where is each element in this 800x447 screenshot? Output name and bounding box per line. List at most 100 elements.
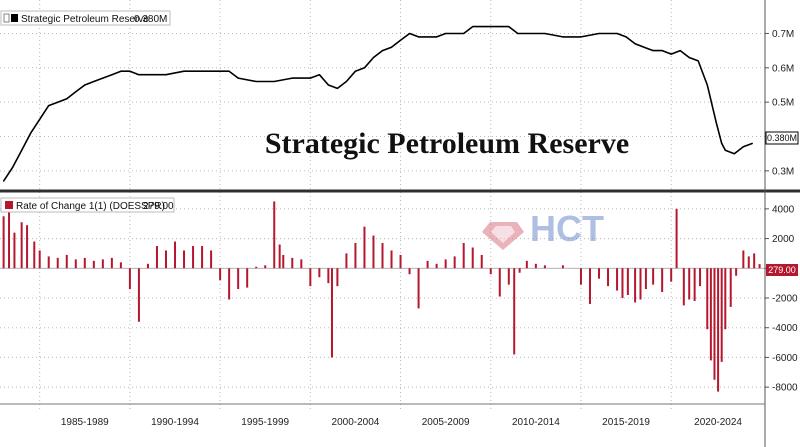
roc-bar: [661, 268, 664, 293]
spr-point: [454, 32, 456, 35]
roc-bar: [742, 250, 745, 269]
x-tick-label: 2015-2019: [602, 417, 650, 428]
roc-bar: [47, 256, 50, 269]
spr-point: [661, 50, 663, 52]
spr-point: [75, 91, 77, 93]
roc-bar: [273, 201, 276, 269]
spr-point: [84, 84, 86, 86]
spr-point: [327, 84, 329, 86]
line-legend-label: Strategic Petroleum Reserve: [21, 14, 149, 25]
spr-point: [354, 70, 357, 72]
roc-bar: [13, 232, 16, 269]
bar-legend-swatch: [5, 201, 13, 209]
roc-bar: [480, 254, 483, 269]
bottom-y-tick-labels: -8000 -6000 -4000 -2000 2000 4000: [765, 204, 798, 394]
roc-bar: [363, 226, 366, 269]
roc-bar: [720, 268, 723, 362]
spr-point: [598, 32, 600, 35]
x-tick-label: 1985-1989: [61, 417, 109, 428]
spr-point: [706, 84, 708, 86]
top-y-tick-label: 0.5M: [772, 98, 794, 109]
roc-bar: [453, 256, 456, 269]
spr-point: [408, 32, 411, 35]
bar-callout-box: [766, 264, 798, 276]
spr-point: [445, 32, 447, 35]
spr-point: [39, 118, 41, 120]
chart-title: Strategic Petroleum Reserve: [265, 127, 629, 160]
roc-bar: [219, 268, 222, 281]
roc-bars: [0, 201, 765, 392]
spr-point: [147, 74, 149, 76]
roc-bar: [390, 250, 393, 269]
roc-bar: [345, 253, 348, 269]
roc-bar: [579, 268, 582, 285]
spr-point: [30, 132, 32, 134]
roc-bar: [101, 259, 104, 269]
bottom-y-tick-label: -2000: [772, 294, 798, 305]
spr-point: [309, 77, 311, 79]
legend-toggle-icon[interactable]: [3, 13, 10, 23]
spr-point: [138, 74, 140, 76]
roc-bar: [561, 265, 564, 269]
roc-bar: [639, 268, 642, 300]
top-legend: Strategic Petroleum Reserve 0.380M: [0, 10, 171, 26]
spr-point: [12, 166, 14, 168]
roc-bar: [444, 259, 447, 269]
spr-point: [616, 32, 618, 35]
roc-bar: [246, 268, 249, 288]
roc-bar: [709, 268, 712, 361]
spr-point: [643, 46, 645, 48]
roc-bar: [417, 268, 420, 309]
roc-bar: [652, 268, 655, 285]
spr-point: [481, 26, 483, 28]
spr-line-group: [2, 25, 753, 182]
roc-bar: [498, 268, 501, 297]
roc-bar: [183, 250, 186, 269]
roc-bar: [110, 257, 113, 269]
roc-bar: [65, 254, 68, 269]
roc-bar: [354, 243, 357, 269]
spr-point: [201, 70, 203, 72]
spr-point: [345, 80, 348, 83]
spr-point: [526, 32, 528, 35]
bar-legend-label: Rate of Change 1(1) (DOESSPR): [16, 201, 165, 212]
spr-point: [652, 50, 654, 52]
roc-bar: [26, 225, 29, 269]
roc-bar: [713, 268, 716, 380]
roc-bar: [724, 268, 727, 330]
roc-bar: [543, 265, 546, 269]
roc-bar: [735, 268, 738, 276]
spr-point: [219, 70, 221, 72]
bottom-y-tick-label: -8000: [772, 383, 798, 394]
spr-point: [417, 36, 420, 38]
spr-point: [436, 36, 438, 38]
roc-bar: [381, 243, 384, 269]
spr-point: [273, 80, 275, 83]
roc-bar: [693, 268, 696, 301]
roc-bar: [327, 268, 330, 284]
top-y-tick-label: 0.7M: [772, 29, 794, 40]
watermark-diamond-icon: [482, 222, 524, 250]
top-legend-box: [0, 10, 171, 26]
line-callout-box: [765, 131, 799, 145]
bottom-legend: Rate of Change 1(1) (DOESSPR) 279.00: [0, 197, 175, 213]
roc-bar: [699, 268, 702, 287]
roc-bar: [309, 268, 312, 287]
spr-point: [634, 43, 636, 45]
roc-bar: [753, 253, 756, 269]
roc-bar: [399, 254, 402, 269]
roc-bar: [192, 246, 195, 269]
roc-bar: [336, 268, 339, 287]
roc-bar: [616, 268, 619, 291]
roc-bar: [300, 259, 303, 269]
roc-bar: [489, 268, 492, 275]
spr-point: [120, 70, 122, 72]
roc-bar: [92, 260, 95, 269]
watermark: HCT: [482, 208, 604, 250]
spr-point: [228, 70, 230, 72]
spr-point: [688, 56, 690, 59]
spr-point: [463, 32, 465, 35]
roc-bar: [688, 268, 691, 300]
watermark-diamond-inner: [491, 226, 515, 243]
